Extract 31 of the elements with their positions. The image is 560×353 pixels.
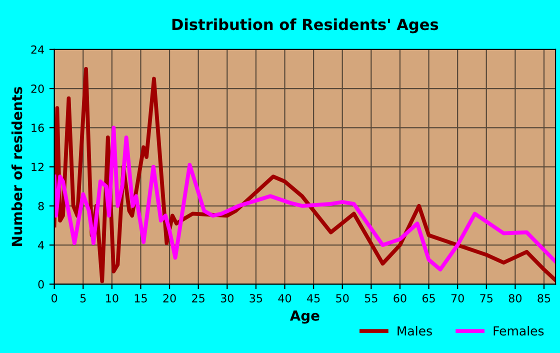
- x-tick-label: 25: [192, 294, 204, 302]
- x-tick-label: 20: [163, 294, 176, 302]
- legend-label: Males: [398, 326, 432, 336]
- x-axis-title: Age: [290, 310, 320, 324]
- legend-label: Females: [494, 326, 544, 336]
- y-tick-label: 0: [38, 280, 44, 289]
- chart-title: Distribution of Residents' Ages: [172, 18, 438, 34]
- x-tick-label: 75: [480, 294, 492, 302]
- y-tick-label: 20: [31, 84, 44, 93]
- y-tick-label: 4: [38, 241, 44, 250]
- x-tick-label: 50: [336, 294, 349, 302]
- y-tick-label: 24: [31, 45, 44, 54]
- x-tick-label: 70: [451, 294, 464, 302]
- x-tick-label: 40: [278, 294, 292, 302]
- x-tick-label: 30: [220, 294, 234, 302]
- x-tick-label: 65: [422, 294, 435, 302]
- x-tick-label: 85: [538, 294, 550, 302]
- x-tick-label: 10: [106, 294, 118, 302]
- x-tick-label: 35: [250, 294, 262, 302]
- y-tick-label: 16: [32, 124, 44, 132]
- x-tick-label: 80: [508, 294, 522, 302]
- y-tick-label: 12: [32, 162, 44, 172]
- x-tick-label: 15: [134, 294, 147, 302]
- x-tick-label: 0: [52, 294, 58, 302]
- x-tick-label: 60: [394, 294, 406, 302]
- line-series: [54, 126, 556, 272]
- x-tick-label: 5: [80, 294, 86, 302]
- x-tick-label: 55: [364, 294, 378, 302]
- y-axis-title: Number of residents: [11, 87, 22, 246]
- x-tick-label: 45: [307, 294, 320, 302]
- y-tick-label: 8: [38, 202, 44, 210]
